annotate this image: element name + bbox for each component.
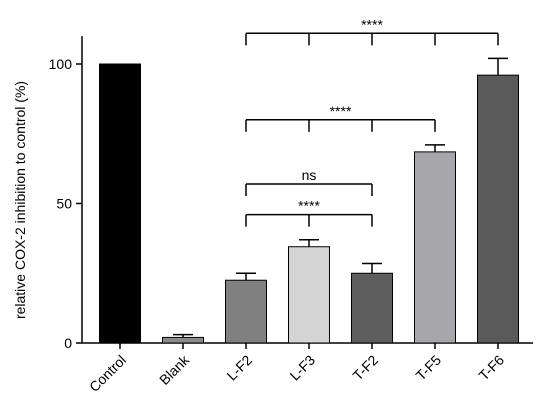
significance-label: ns <box>302 167 317 183</box>
bar-blank <box>162 336 204 344</box>
x-tick-label: L-F2 <box>223 352 255 384</box>
significance-brackets: **** **** ns **** <box>245 16 499 227</box>
significance-label: **** <box>330 103 352 119</box>
axes: 0 50 100 <box>49 36 533 351</box>
bar-l-f3 <box>288 246 330 344</box>
bar-l-f2 <box>225 279 267 344</box>
x-tick-labels: Control Blank L-F2 L-F3 T-F2 T-F5 T-F6 <box>86 343 507 395</box>
y-tick-label: 100 <box>49 56 73 72</box>
x-tick-label: Control <box>86 352 129 395</box>
bar-control <box>99 63 141 344</box>
bar-t-f5 <box>414 151 456 344</box>
bar-t-f2 <box>351 272 393 344</box>
y-axis-label: relative COX-2 inhibition to control (%) <box>12 81 28 319</box>
x-tick-label: T-F5 <box>412 352 444 384</box>
significance-label: **** <box>298 198 320 214</box>
significance-label: **** <box>361 16 383 32</box>
error-bars <box>173 57 508 338</box>
y-tick-label: 50 <box>56 196 72 212</box>
x-tick-label: L-F3 <box>286 352 318 384</box>
x-tick-label: T-F6 <box>475 352 507 384</box>
y-axis-label-group: relative COX-2 inhibition to control (%) <box>12 81 28 319</box>
bar-t-f6 <box>477 74 519 344</box>
x-tick-label: T-F2 <box>349 352 381 384</box>
x-tick-label: Blank <box>156 351 193 388</box>
y-tick-label: 0 <box>64 335 72 351</box>
